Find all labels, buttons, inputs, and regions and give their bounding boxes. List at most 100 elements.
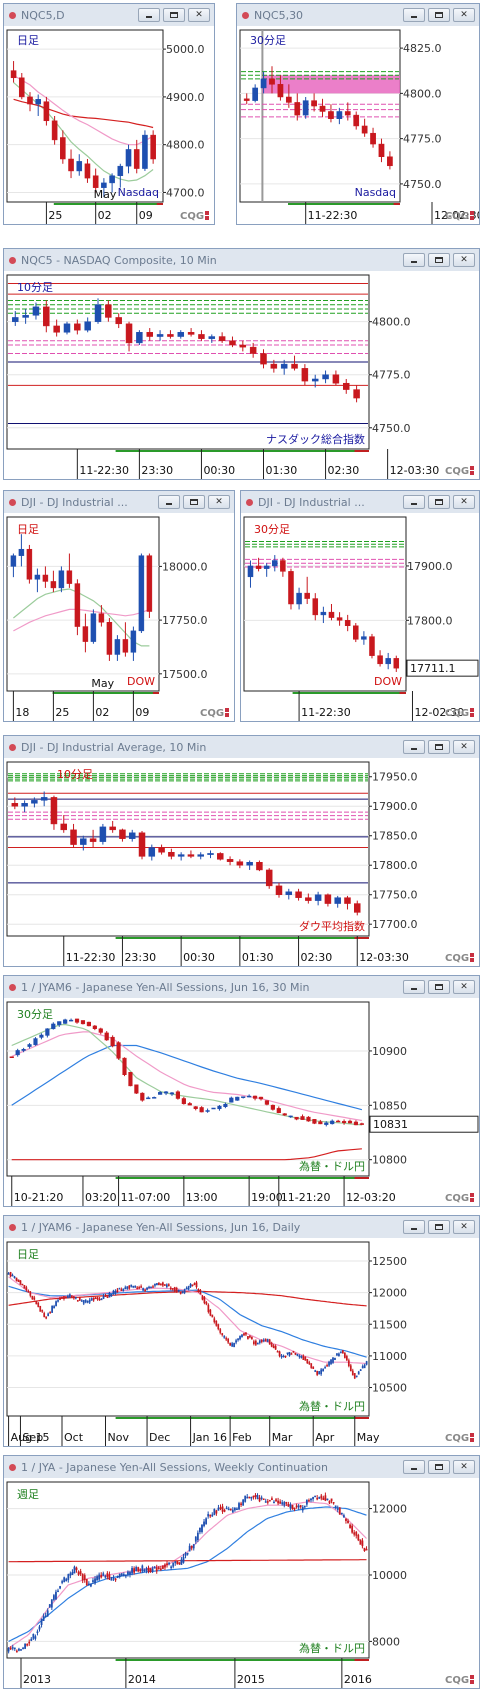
candle-body xyxy=(36,1631,39,1633)
candle xyxy=(63,1296,65,1301)
candle xyxy=(169,1092,175,1096)
window-nqc5-30min[interactable]: NQC5,30 ✕ 4750.0 4775.0 4800.0 4825.0 11-22:3… xyxy=(236,3,480,225)
window-jya-weekly[interactable]: 1 / JYA - Japanese Yen-All Sessions, Wee… xyxy=(3,1455,480,1689)
window-dji-10min[interactable]: DJI - DJ Industrial Average, 10 Min ✕ 177… xyxy=(3,735,480,967)
title-bar[interactable]: NQC5,30 ✕ xyxy=(237,4,479,27)
minimize-button[interactable] xyxy=(403,1220,425,1234)
candle-body xyxy=(229,1097,234,1103)
close-button[interactable]: ✕ xyxy=(188,8,210,22)
candle-body xyxy=(223,1336,226,1338)
window-nasdaq-10min[interactable]: NQC5 - NASDAQ Composite, 10 Min ✕ 4750.0 4… xyxy=(3,248,480,480)
candle-body xyxy=(201,1524,203,1533)
candle-body xyxy=(336,1508,339,1510)
close-button[interactable]: ✕ xyxy=(453,1460,475,1474)
candle xyxy=(10,61,17,83)
maximize-button[interactable] xyxy=(183,495,205,509)
close-button[interactable]: ✕ xyxy=(453,740,475,754)
title-bar[interactable]: DJI - DJ Industrial ... ✕ xyxy=(4,491,234,514)
minimize-button[interactable] xyxy=(158,495,180,509)
cqg-logo: CQG xyxy=(445,466,474,477)
candle-body xyxy=(41,1310,44,1312)
candle xyxy=(143,1568,146,1573)
close-button[interactable]: ✕ xyxy=(208,495,230,509)
candle xyxy=(276,1350,279,1353)
candle-body xyxy=(272,560,278,567)
title-bar[interactable]: NQC5 - NASDAQ Composite, 10 Min ✕ xyxy=(4,249,479,272)
candle xyxy=(120,1572,123,1577)
candle-body xyxy=(342,1350,344,1354)
close-button[interactable]: ✕ xyxy=(453,8,475,22)
minimize-button[interactable] xyxy=(403,8,425,22)
candle xyxy=(219,1504,222,1511)
maximize-button[interactable] xyxy=(428,1220,450,1234)
minimize-button[interactable] xyxy=(403,980,425,994)
candle xyxy=(189,1283,192,1289)
close-button[interactable]: ✕ xyxy=(453,980,475,994)
cqg-logo-text: CQG xyxy=(445,1193,469,1204)
maximize-button[interactable] xyxy=(428,980,450,994)
candle-body xyxy=(98,613,105,623)
minimize-button[interactable] xyxy=(138,8,160,22)
moving-average-line xyxy=(8,1506,367,1642)
candle xyxy=(338,1507,341,1515)
candle-body xyxy=(102,1573,105,1576)
x-tick-label: 12-02:30 xyxy=(414,706,464,719)
minimize-button[interactable] xyxy=(403,253,425,267)
title-bar[interactable]: 1 / JYAM6 - Japanese Yen-All Sessions, J… xyxy=(4,1216,479,1239)
maximize-button[interactable] xyxy=(428,740,450,754)
candle-body xyxy=(353,1121,359,1126)
candle xyxy=(387,151,393,170)
maximize-button[interactable] xyxy=(428,1460,450,1474)
maximize-button[interactable] xyxy=(163,8,185,22)
candle-body xyxy=(334,1357,336,1361)
minimize-button[interactable] xyxy=(403,740,425,754)
minimize-button[interactable] xyxy=(403,495,425,509)
window-jya-30min[interactable]: 1 / JYAM6 - Japanese Yen-All Sessions, J… xyxy=(3,975,480,1207)
title-bar[interactable]: 1 / JYAM6 - Japanese Yen-All Sessions, J… xyxy=(4,976,479,999)
candle xyxy=(50,1599,53,1610)
candle-body xyxy=(187,332,195,335)
candle xyxy=(326,1498,329,1501)
candle xyxy=(139,1568,142,1573)
candle xyxy=(27,1289,30,1293)
candle-body xyxy=(203,1297,206,1304)
window-dji-daily[interactable]: DJI - DJ Industrial ... ✕ 17500.0 17750.0 1… xyxy=(3,490,235,722)
candle-body xyxy=(219,1329,222,1333)
title-bar[interactable]: DJI - DJ Industrial Average, 10 Min ✕ xyxy=(4,736,479,759)
window-nqc5-daily[interactable]: NQC5,D ✕ 4700.0 4800.0 4900.0 5000.0 25 02 09 Ma… xyxy=(3,3,215,225)
maximize-button[interactable] xyxy=(428,253,450,267)
candle xyxy=(79,1568,82,1576)
candle xyxy=(174,1560,177,1566)
candle xyxy=(353,111,360,130)
close-button[interactable]: ✕ xyxy=(453,1220,475,1234)
candle-body xyxy=(169,1287,172,1290)
title-bar[interactable]: 1 / JYA - Japanese Yen-All Sessions, Wee… xyxy=(4,1456,479,1479)
candles xyxy=(12,298,360,403)
candle-body xyxy=(289,1504,292,1509)
title-bar[interactable]: DJI - DJ Industrial ... ✕ xyxy=(241,491,479,514)
window-dji-30min[interactable]: DJI - DJ Industrial ... ✕ 17800.0 17900.0 1… xyxy=(240,490,480,722)
candle-body xyxy=(235,1096,240,1101)
candle-body xyxy=(110,1293,113,1297)
maximize-button[interactable] xyxy=(428,8,450,22)
logo-mark xyxy=(470,958,474,962)
close-button[interactable]: ✕ xyxy=(453,495,475,509)
maximize-button[interactable] xyxy=(428,495,450,509)
moving-average-line xyxy=(13,588,150,647)
candle-body xyxy=(69,1294,71,1298)
close-button[interactable]: ✕ xyxy=(453,253,475,267)
candle-body xyxy=(57,1300,59,1302)
minimize-button[interactable] xyxy=(403,1460,425,1474)
candle-body xyxy=(18,1648,20,1651)
candle xyxy=(244,1495,247,1503)
candle xyxy=(84,159,91,183)
candle-body xyxy=(139,1569,142,1572)
title-bar[interactable]: NQC5,D ✕ xyxy=(4,4,214,27)
candle xyxy=(24,1643,26,1650)
candle-body xyxy=(120,1289,123,1291)
last-price-box xyxy=(369,1115,479,1133)
candle-body xyxy=(84,1299,87,1303)
candle-body xyxy=(280,1355,283,1358)
window-jya-daily[interactable]: 1 / JYAM6 - Japanese Yen-All Sessions, J… xyxy=(3,1215,480,1447)
candle xyxy=(140,1284,142,1288)
